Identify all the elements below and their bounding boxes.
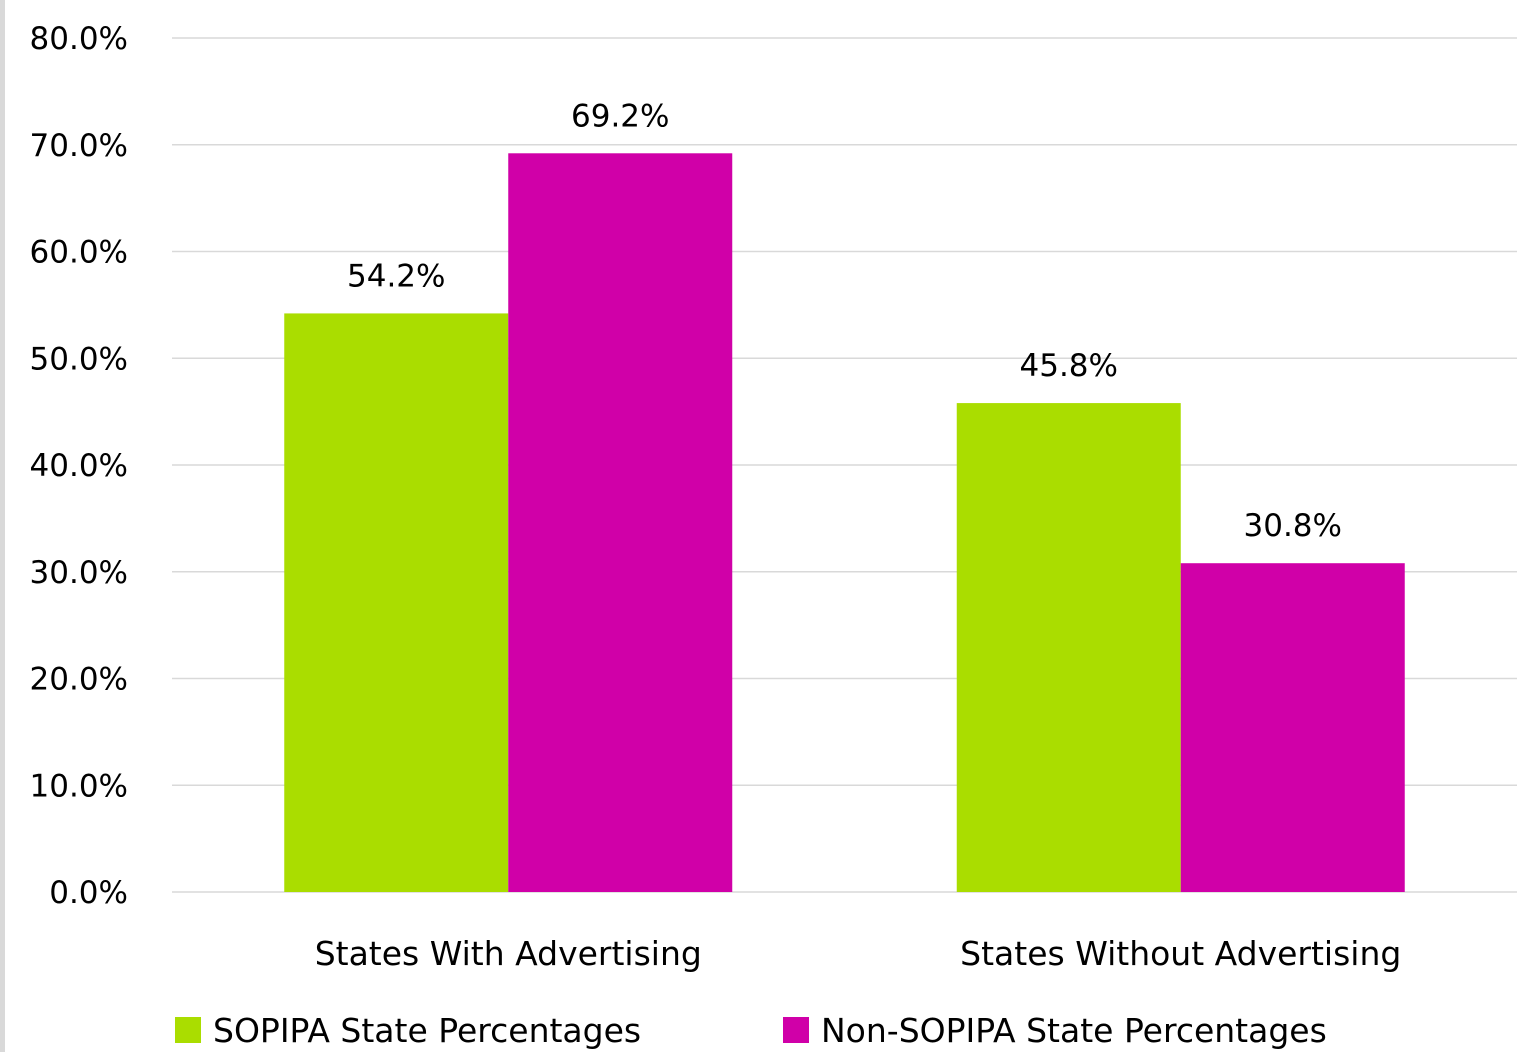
- x-category-label: States With Advertising: [315, 934, 702, 973]
- bar: [957, 403, 1181, 892]
- y-tick-label: 70.0%: [30, 128, 128, 164]
- data-label: 45.8%: [1020, 348, 1118, 384]
- bar: [284, 313, 508, 892]
- legend-item-sopipa: SOPIPA State Percentages: [175, 1008, 641, 1052]
- legend-swatch-sopipa: [175, 1017, 201, 1043]
- y-tick-label: 20.0%: [30, 662, 128, 698]
- x-axis-category-labels: States With Advertising States Without Ad…: [315, 934, 1402, 973]
- y-tick-label: 30.0%: [30, 555, 128, 591]
- bars: [284, 153, 1405, 892]
- x-category-label: States Without Advertising: [960, 934, 1401, 973]
- y-axis-tick-labels: 0.0% 10.0% 20.0% 30.0% 40.0% 50.0% 60.0% 70.0% 8…: [30, 21, 128, 911]
- y-tick-label: 80.0%: [30, 21, 128, 57]
- legend-label-non-sopipa: Non-SOPIPA State Percentages: [821, 1011, 1327, 1050]
- bar: [1181, 563, 1405, 892]
- data-label: 69.2%: [571, 98, 669, 134]
- y-tick-label: 40.0%: [30, 448, 128, 484]
- y-tick-label: 60.0%: [30, 235, 128, 271]
- data-label: 54.2%: [347, 258, 445, 294]
- bar: [508, 153, 732, 892]
- y-tick-label: 0.0%: [49, 875, 128, 911]
- legend-label-sopipa: SOPIPA State Percentages: [213, 1011, 641, 1050]
- y-tick-label: 50.0%: [30, 341, 128, 377]
- legend-item-non-sopipa: Non-SOPIPA State Percentages: [783, 1008, 1327, 1052]
- legend-swatch-non-sopipa: [783, 1017, 809, 1043]
- y-tick-label: 10.0%: [30, 768, 128, 804]
- bar-chart: 0.0% 10.0% 20.0% 30.0% 40.0% 50.0% 60.0% 70.0% 8…: [0, 0, 1517, 1000]
- data-label: 30.8%: [1244, 508, 1342, 544]
